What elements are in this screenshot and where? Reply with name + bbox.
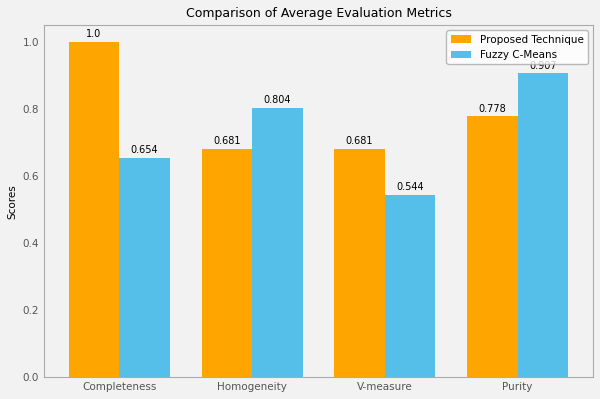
Text: 0.804: 0.804	[263, 95, 291, 105]
Bar	[334, 149, 385, 377]
Y-axis label: Scores: Scores	[7, 184, 17, 219]
Legend: Proposed Technique, Fuzzy C-Means: Proposed Technique, Fuzzy C-Means	[446, 30, 588, 64]
Title: Comparison of Average Evaluation Metrics: Comparison of Average Evaluation Metrics	[185, 7, 451, 20]
Bar	[385, 195, 436, 377]
Bar	[119, 158, 170, 377]
Text: 0.681: 0.681	[346, 136, 373, 146]
Bar	[467, 117, 518, 377]
Bar	[202, 149, 252, 377]
Text: 1.0: 1.0	[86, 30, 101, 40]
Bar	[69, 42, 119, 377]
Text: 0.654: 0.654	[131, 145, 158, 155]
Text: 0.907: 0.907	[529, 61, 557, 71]
Text: 0.544: 0.544	[396, 182, 424, 192]
Bar	[252, 108, 302, 377]
Text: 0.778: 0.778	[479, 104, 506, 114]
Bar	[518, 73, 568, 377]
Text: 0.681: 0.681	[213, 136, 241, 146]
